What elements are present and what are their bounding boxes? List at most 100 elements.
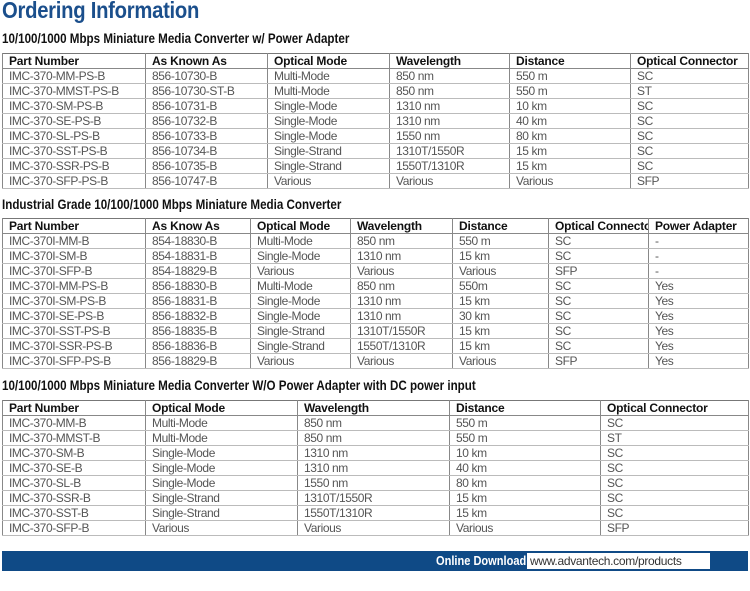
table-cell: IMC-370-SM-PS-B bbox=[2, 98, 146, 114]
table-cell: Various bbox=[389, 173, 510, 189]
table-cell: 550 m bbox=[509, 83, 631, 99]
column-header: Wavelength bbox=[389, 53, 510, 69]
table-cell: 80 km bbox=[449, 475, 601, 491]
table-cell: Various bbox=[250, 353, 351, 369]
table-cell: Single-Mode bbox=[250, 308, 351, 324]
table-cell: 856-10731-B bbox=[145, 98, 268, 114]
table-cell: 10 km bbox=[449, 445, 601, 461]
column-header: Distance bbox=[509, 53, 631, 69]
table-cell: IMC-370I-SE-PS-B bbox=[2, 308, 146, 324]
table-cell: Multi-Mode bbox=[267, 83, 390, 99]
table-cell: 854-18831-B bbox=[145, 248, 251, 264]
table-row: IMC-370-SM-PS-B 856-10731-B Single-Mode 131… bbox=[2, 98, 749, 114]
table-cell: 856-18836-B bbox=[145, 338, 251, 354]
table-row: IMC-370I-SSR-PS-B 856-18836-B Single-Stran… bbox=[2, 338, 749, 354]
table-cell: IMC-370I-SST-PS-B bbox=[2, 323, 146, 339]
table-cell: IMC-370-SL-PS-B bbox=[2, 128, 146, 144]
table-row: IMC-370-MM-B Multi-Mode 850 nm 550 m SC bbox=[2, 415, 749, 431]
table-cell: 1550T/1310R bbox=[389, 158, 510, 174]
table-cell: IMC-370-SST-B bbox=[2, 505, 146, 521]
table-cell: 850 nm bbox=[350, 233, 453, 249]
table-cell: 1310 nm bbox=[297, 460, 450, 476]
column-header: As Known As bbox=[145, 53, 268, 69]
table-cell: Single-Strand bbox=[145, 490, 298, 506]
table-cell: Single-Mode bbox=[250, 293, 351, 309]
table-row: IMC-370I-MM-PS-B 856-18830-B Multi-Mode 850… bbox=[2, 278, 749, 294]
table-cell: Single-Strand bbox=[250, 323, 351, 339]
table-cell: Various bbox=[449, 520, 601, 536]
ordering-table-industrial-grade: Part Number As Know As Optical Mode Wavelen… bbox=[2, 218, 749, 369]
table-cell: 15 km bbox=[452, 338, 549, 354]
table-cell: 856-10732-B bbox=[145, 113, 268, 129]
table-cell: Single-Strand bbox=[145, 505, 298, 521]
table-cell: IMC-370I-MM-PS-B bbox=[2, 278, 146, 294]
table-cell: Yes bbox=[648, 353, 749, 369]
table-cell: IMC-370-SE-B bbox=[2, 460, 146, 476]
table-cell: 1310 nm bbox=[350, 248, 453, 264]
table-cell: IMC-370-SSR-B bbox=[2, 490, 146, 506]
online-download-label: Online Download bbox=[436, 553, 527, 568]
table-row: IMC-370-SSR-PS-B 856-10735-B Single-Strand… bbox=[2, 158, 749, 174]
table-cell: Multi-Mode bbox=[267, 68, 390, 84]
table-cell: Multi-Mode bbox=[250, 278, 351, 294]
table-row: IMC-370-SE-PS-B 856-10732-B Single-Mode 131… bbox=[2, 113, 749, 129]
table-cell: IMC-370-MM-B bbox=[2, 415, 146, 431]
table-cell: 15 km bbox=[449, 490, 601, 506]
table-cell: 856-10730-ST-B bbox=[145, 83, 268, 99]
table-cell: 856-18830-B bbox=[145, 278, 251, 294]
table-cell: IMC-370I-MM-B bbox=[2, 233, 146, 249]
column-header: Optical Mode bbox=[267, 53, 390, 69]
table-row: IMC-370-SM-B Single-Mode 1310 nm 10 km SC bbox=[2, 445, 749, 461]
table-cell: SFP bbox=[548, 263, 649, 279]
table-cell: IMC-370-SE-PS-B bbox=[2, 113, 146, 129]
table-cell: Single-Mode bbox=[267, 128, 390, 144]
table-cell: SC bbox=[630, 68, 749, 84]
table-cell: Various bbox=[250, 263, 351, 279]
table-cell: 1310 nm bbox=[350, 293, 453, 309]
table-row: IMC-370I-SE-PS-B 856-18832-B Single-Mode 13… bbox=[2, 308, 749, 324]
column-header: Optical Connector bbox=[600, 400, 749, 416]
download-url-link[interactable]: www.advantech.com/products bbox=[527, 553, 710, 569]
table-cell: SFP bbox=[548, 353, 649, 369]
table-cell: 15 km bbox=[452, 323, 549, 339]
table-cell: 15 km bbox=[509, 158, 631, 174]
table-cell: IMC-370I-SFP-PS-B bbox=[2, 353, 146, 369]
table-cell: IMC-370-SST-PS-B bbox=[2, 143, 146, 159]
table-cell: 856-10735-B bbox=[145, 158, 268, 174]
table-cell: 850 nm bbox=[389, 68, 510, 84]
table-cell: 1550 nm bbox=[297, 475, 450, 491]
table-cell: Various bbox=[267, 173, 390, 189]
table-cell: SC bbox=[548, 278, 649, 294]
table-cell: SC bbox=[600, 460, 749, 476]
table-cell: - bbox=[648, 248, 749, 264]
table-cell: - bbox=[648, 263, 749, 279]
table-cell: 856-18832-B bbox=[145, 308, 251, 324]
table-cell: 40 km bbox=[509, 113, 631, 129]
table-cell: SC bbox=[630, 143, 749, 159]
table-header-row: Part Number Optical Mode Wavelength Distanc… bbox=[2, 400, 749, 416]
table-row: IMC-370I-SST-PS-B 856-18835-B Single-Stran… bbox=[2, 323, 749, 339]
table-cell: SC bbox=[548, 338, 649, 354]
table-cell: 850 nm bbox=[350, 278, 453, 294]
table-cell: 550 m bbox=[449, 415, 601, 431]
table-cell: 856-10730-B bbox=[145, 68, 268, 84]
table-row: IMC-370-SST-B Single-Strand 1550T/1310R 15 … bbox=[2, 505, 749, 521]
table-header-row: Part Number As Known As Optical Mode Wavele… bbox=[2, 53, 749, 69]
table-cell: IMC-370-MMST-PS-B bbox=[2, 83, 146, 99]
column-header: Part Number bbox=[2, 53, 146, 69]
table-cell: Yes bbox=[648, 338, 749, 354]
table-row: IMC-370-MMST-PS-B 856-10730-ST-B Multi-Mod… bbox=[2, 83, 749, 99]
footer-bar: Online Download www.advantech.com/produc… bbox=[2, 551, 748, 571]
table-cell: Various bbox=[509, 173, 631, 189]
table-row: IMC-370-SFP-PS-B 856-10747-B Various Variou… bbox=[2, 173, 749, 189]
column-header: Optical Mode bbox=[145, 400, 298, 416]
table-cell: SC bbox=[600, 415, 749, 431]
table-row: IMC-370-SSR-B Single-Strand 1310T/1550R 15 … bbox=[2, 490, 749, 506]
table-cell: SC bbox=[548, 248, 649, 264]
table-cell: 1550 nm bbox=[389, 128, 510, 144]
table-cell: 15 km bbox=[449, 505, 601, 521]
table-cell: 80 km bbox=[509, 128, 631, 144]
table-cell: Single-Mode bbox=[267, 98, 390, 114]
table-cell: 15 km bbox=[452, 248, 549, 264]
table-cell: 850 nm bbox=[389, 83, 510, 99]
